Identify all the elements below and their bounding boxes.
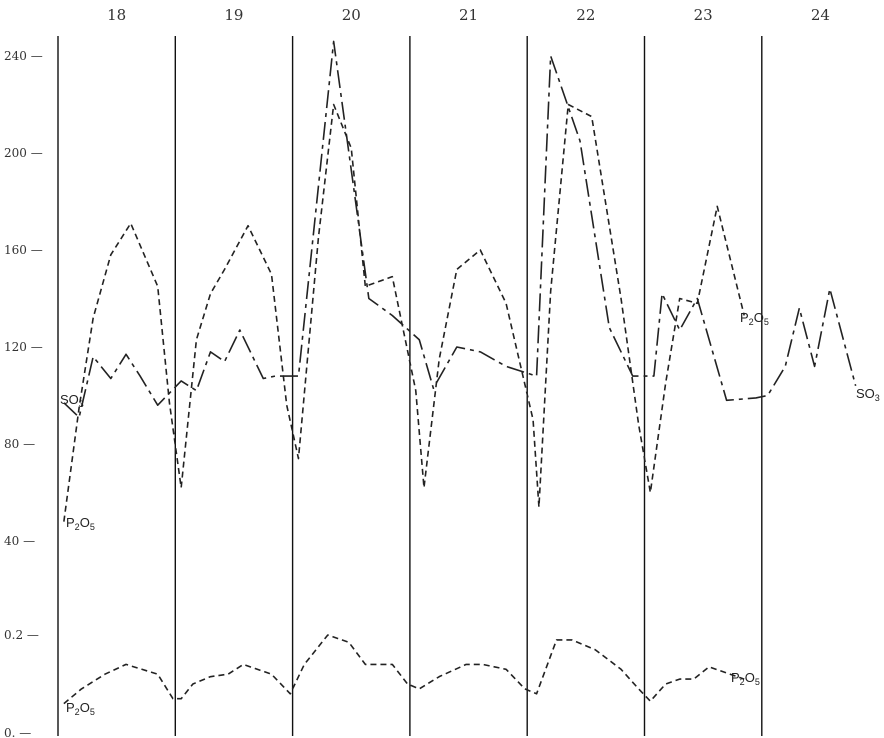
day-separators (57, 36, 763, 736)
so3-label-left: SO3 (60, 392, 84, 409)
day-label-18: 18 (107, 6, 126, 24)
lower-series (63, 634, 745, 705)
day-label-19: 19 (224, 6, 243, 24)
lower-p2o5-line (63, 634, 745, 705)
p2o5-lower-label-right: P2O5 (731, 670, 760, 687)
p2o5-label-right: P2O5 (740, 310, 769, 327)
day-label-21: 21 (459, 6, 478, 24)
upper-tick-label: 120 — (4, 340, 43, 354)
lower-tick-label: 0. — (4, 726, 31, 738)
upper-tick-label: 80 — (4, 437, 35, 451)
upper-series (63, 40, 857, 522)
p2o5-lower-label-left: P2O5 (66, 700, 95, 717)
upper-tick-label: 40 — (4, 534, 35, 548)
day-label-22: 22 (576, 6, 595, 24)
upper-tick-label: 240 — (4, 49, 43, 63)
upper-p2o5-line (63, 103, 745, 522)
lower-tick-label: 0.2 — (4, 628, 39, 642)
upper-y-axis: 240 — 200 — 160 — 120 — 80 — 40 — (4, 49, 43, 548)
day-label-20: 20 (342, 6, 361, 24)
upper-tick-label: 200 — (4, 146, 43, 160)
day-label-23: 23 (694, 6, 713, 24)
p2o5-label-left: P2O5 (66, 515, 95, 532)
upper-tick-label: 160 — (4, 243, 43, 257)
lower-y-axis: 0.2 — 0. — (4, 628, 39, 738)
so3-label-right: SO3 (856, 386, 880, 403)
upper-so3-line (63, 40, 857, 419)
day-label-24: 24 (811, 6, 830, 24)
day-labels: 18 19 20 21 22 23 24 (107, 6, 830, 24)
series-labels: SO3 SO3 P2O5 P2O5 P2O5 P2O5 (60, 310, 880, 717)
